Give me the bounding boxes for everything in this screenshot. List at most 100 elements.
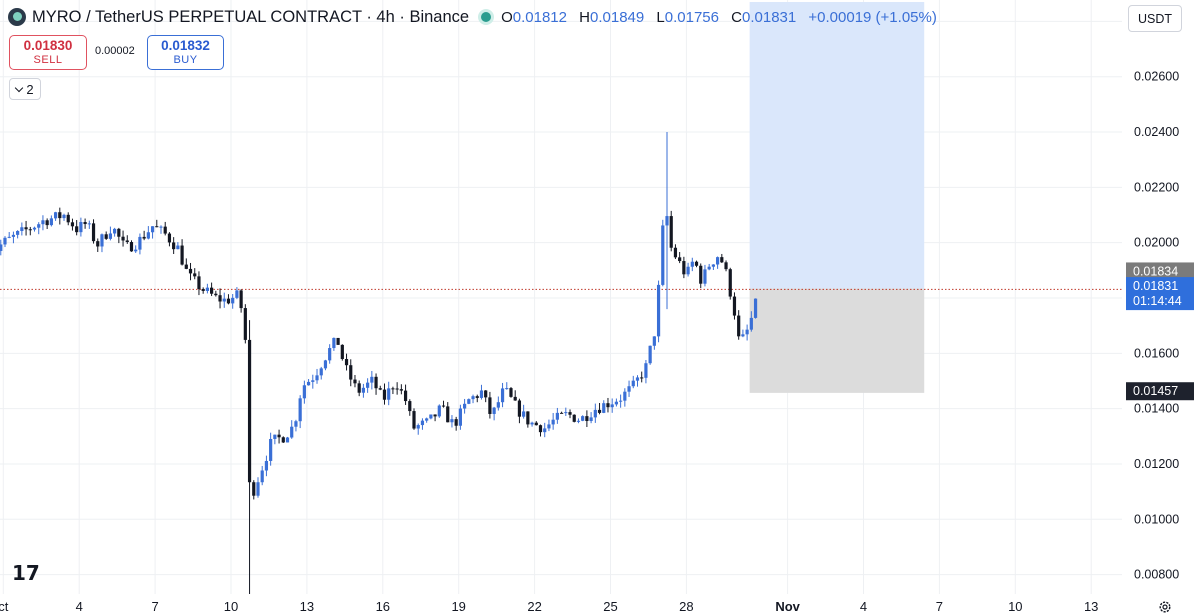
candle-body: [361, 387, 366, 393]
candle-body: [214, 293, 218, 296]
time-axis-label: ct: [0, 599, 9, 614]
target-zone: [749, 2, 925, 289]
indicators-toggle-button[interactable]: 2: [9, 78, 41, 100]
time-axis-label: 13: [1084, 599, 1098, 614]
candle-body: [319, 368, 323, 376]
entry-price-tag-text: 0.01834: [1133, 264, 1178, 278]
candle-body: [572, 414, 576, 422]
price-axis-label: 0.00800: [1134, 568, 1179, 582]
candle-body: [70, 222, 75, 227]
candle-body: [606, 403, 610, 408]
candle-body: [281, 437, 285, 443]
candle-body: [58, 212, 62, 219]
candle-body: [716, 257, 720, 265]
open-label: O: [501, 8, 513, 26]
gear-icon[interactable]: [1158, 600, 1172, 614]
candle-body: [644, 363, 648, 378]
stop-price-tag-text: 0.01457: [1133, 384, 1178, 398]
candle-body: [340, 344, 344, 360]
candle-body: [306, 381, 311, 386]
low-label: L: [656, 8, 665, 26]
tradingview-logo-icon[interactable]: 17: [12, 561, 40, 585]
candle-body: [753, 298, 758, 318]
candle-body: [673, 247, 678, 258]
candle-body: [581, 416, 585, 421]
time-axis-label: 4: [76, 599, 83, 614]
candle-body: [576, 420, 581, 422]
candle-body: [323, 360, 328, 369]
time-axis-label: 7: [151, 599, 158, 614]
candle-body: [711, 264, 715, 267]
candle-body: [285, 437, 290, 443]
candle-body: [129, 242, 134, 252]
candle-body: [500, 388, 505, 403]
candle-body: [458, 408, 462, 426]
candle-body: [83, 222, 87, 225]
candle-body: [656, 284, 661, 337]
currency-selector[interactable]: USDT: [1128, 5, 1182, 32]
candle-body: [155, 226, 159, 228]
price-axis-label: 0.01000: [1134, 512, 1179, 526]
candle-body: [610, 404, 614, 408]
candle-body: [661, 225, 665, 285]
candle-body: [146, 232, 150, 239]
candle-body: [619, 400, 623, 402]
time-axis-label: 16: [376, 599, 390, 614]
candle-body: [205, 287, 209, 291]
candle-body: [526, 411, 530, 425]
candle-body: [75, 226, 79, 233]
price-axis-label: 0.02000: [1134, 236, 1179, 250]
candle-body: [290, 426, 294, 438]
candles-group: [0, 132, 758, 594]
candle-body: [235, 290, 239, 298]
price-axis-label: 0.01200: [1134, 457, 1179, 471]
candle-body: [420, 420, 425, 426]
candle-body: [720, 257, 724, 263]
time-axis-label: 7: [936, 599, 943, 614]
time-axis-label: 10: [1008, 599, 1022, 614]
candle-body: [49, 218, 53, 226]
candle-body: [104, 234, 108, 239]
candle-body: [41, 220, 45, 225]
buy-price: 0.01832: [161, 37, 210, 53]
candle-body: [24, 227, 28, 230]
candle-body: [678, 257, 682, 262]
candle-body: [589, 417, 593, 422]
buy-button[interactable]: 0.01832 BUY: [147, 35, 224, 70]
candle-body: [492, 407, 496, 414]
symbol-title[interactable]: MYRO / TetherUS PERPETUAL CONTRACT · 4h …: [32, 7, 470, 26]
candle-body: [125, 240, 129, 243]
low-value: 0.01756: [664, 8, 719, 26]
candle-body: [231, 297, 235, 304]
candle-body: [513, 396, 517, 401]
candle-body: [353, 379, 357, 384]
stop-price-tag-bg: [1126, 382, 1194, 401]
market-status-icon: [481, 12, 492, 22]
candle-body: [37, 224, 41, 228]
candle-body: [446, 406, 450, 423]
candle-body: [142, 236, 146, 239]
candle-body: [121, 236, 125, 241]
candle-body: [665, 216, 669, 226]
candle-body: [686, 266, 690, 275]
spread-value: 0.00002: [95, 45, 135, 57]
open-value: 0.01812: [512, 8, 567, 26]
candle-body: [87, 223, 91, 225]
candle-body: [635, 377, 640, 381]
candle-body: [239, 290, 243, 309]
candle-body: [538, 425, 543, 433]
candle-body: [264, 460, 269, 471]
candle-body: [463, 403, 467, 409]
candle-body: [509, 388, 513, 397]
candle-body: [150, 226, 155, 233]
candle-body: [484, 390, 488, 398]
candle-body: [737, 315, 741, 337]
sell-button[interactable]: 0.01830 SELL: [9, 35, 87, 70]
candle-body: [294, 421, 298, 427]
candle-body: [745, 329, 749, 335]
candle-body: [210, 287, 214, 294]
candle-body: [96, 241, 100, 247]
candle-body: [243, 308, 247, 340]
candle-body: [197, 276, 201, 289]
